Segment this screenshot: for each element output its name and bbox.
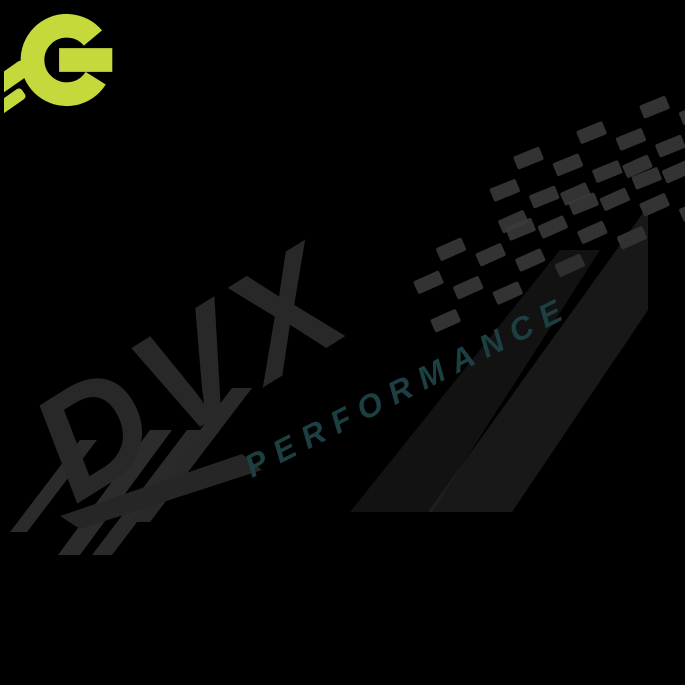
watermark-wedge (350, 250, 600, 512)
chart-title: DIN corrected Engine power Vs. Engspd (198, 127, 487, 144)
watermark-wedge (428, 206, 648, 512)
garage-g-icon (4, 2, 118, 118)
watermark-swoosh (60, 454, 262, 529)
watermark-stripe (10, 440, 97, 532)
dyno-chart: 1500200025003000350040004500500055006000… (0, 565, 685, 685)
watermark-layer: DVX PERFORMANCE (3, 96, 685, 555)
